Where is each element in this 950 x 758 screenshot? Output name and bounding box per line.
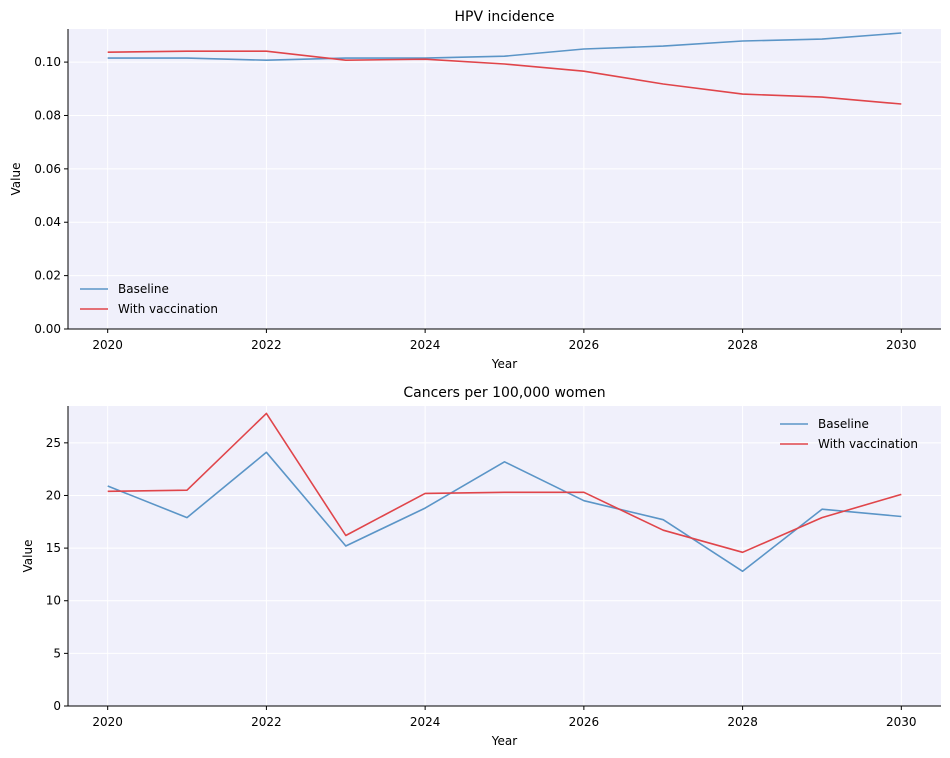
ticks: 2020 2022 2024 2026 2028 2030 0 5 10 15 20 25	[46, 436, 917, 729]
series-line-baseline	[107, 32, 902, 62]
x-tick-label: 2026	[569, 338, 600, 352]
y-tick-label: 0	[53, 699, 61, 713]
y-axis-label: Value	[21, 540, 35, 573]
series-lines	[107, 32, 902, 105]
x-tick-label: 2030	[886, 338, 917, 352]
legend-label-with-vaccination: With vaccination	[118, 302, 218, 316]
y-tick-label: 20	[46, 488, 61, 502]
chart-hpv-incidence: 2020 2022 2024 2026 2028 2030 0.00 0.02 0.04 0.06…	[9, 9, 941, 371]
x-tick-label: 2024	[410, 338, 441, 352]
x-tick-label: 2028	[727, 715, 758, 729]
y-tick-label: 5	[53, 646, 61, 660]
y-tick-label: 25	[46, 436, 61, 450]
legend-label-baseline: Baseline	[118, 282, 169, 296]
y-tick-label: 0.10	[34, 55, 61, 69]
legend-label-with-vaccination: With vaccination	[818, 437, 918, 451]
series-line-with-vaccination	[107, 412, 902, 554]
axes	[67, 29, 941, 330]
x-tick-label: 2024	[410, 715, 441, 729]
plot-area	[68, 29, 941, 329]
legend: Baseline With vaccination	[780, 417, 918, 451]
y-tick-label: 0.00	[34, 322, 61, 336]
x-tick-label: 2028	[727, 338, 758, 352]
x-tick-label: 2026	[569, 715, 600, 729]
series-line-with-vaccination	[107, 50, 902, 105]
plot-area	[68, 406, 941, 706]
ticks: 2020 2022 2024 2026 2028 2030 0.00 0.02 0.04 0.06…	[34, 55, 916, 352]
x-tick-label: 2020	[92, 715, 123, 729]
y-tick-label: 0.08	[34, 108, 61, 122]
x-axis-label: Year	[491, 734, 517, 748]
y-tick-label: 0.04	[34, 215, 61, 229]
legend-label-baseline: Baseline	[818, 417, 869, 431]
y-tick-label: 0.02	[34, 269, 61, 283]
x-axis-label: Year	[491, 357, 517, 371]
chart-title: Cancers per 100,000 women	[403, 385, 605, 401]
x-tick-label: 2022	[251, 715, 282, 729]
series-lines	[107, 412, 902, 573]
chart-cancers-per-100000: 2020 2022 2024 2026 2028 2030 0 5 10 15 20 25 Cance…	[21, 385, 941, 748]
y-tick-label: 0.06	[34, 162, 61, 176]
series-line-baseline	[107, 451, 902, 573]
x-tick-label: 2030	[886, 715, 917, 729]
y-tick-label: 10	[46, 594, 61, 608]
y-tick-label: 15	[46, 541, 61, 555]
x-tick-label: 2020	[92, 338, 123, 352]
x-tick-label: 2022	[251, 338, 282, 352]
y-axis-label: Value	[9, 163, 23, 196]
axes	[67, 406, 941, 707]
legend: Baseline With vaccination	[80, 282, 218, 316]
chart-title: HPV incidence	[454, 9, 554, 25]
